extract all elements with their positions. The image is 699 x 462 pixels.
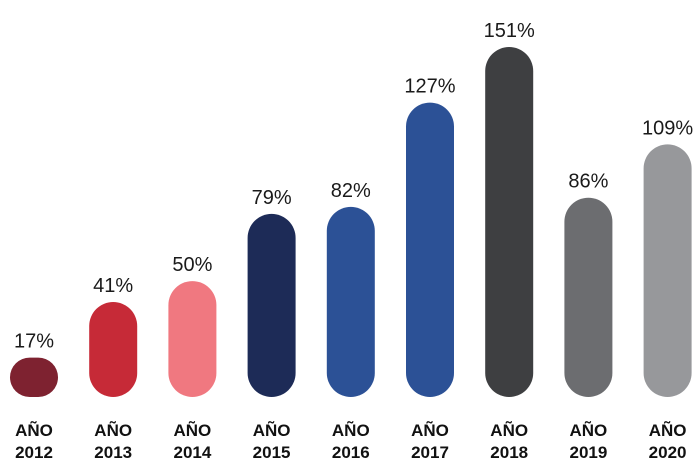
value-label-2018: 151% xyxy=(484,20,535,42)
bar-2015 xyxy=(247,213,296,397)
bar-2016 xyxy=(326,206,375,397)
bar-2012 xyxy=(10,357,58,397)
category-label-prefix-2018: AÑO xyxy=(490,420,528,440)
category-label-year-2014: 2014 xyxy=(173,443,211,462)
value-label-2012: 17% xyxy=(14,331,54,353)
bar-2020 xyxy=(643,144,692,397)
bar-2019 xyxy=(564,197,613,397)
category-label-prefix-2014: AÑO xyxy=(174,420,212,440)
category-label-year-2019: 2019 xyxy=(569,443,607,462)
value-label-2015: 79% xyxy=(252,187,292,209)
category-label-year-2012: 2012 xyxy=(15,443,53,462)
value-label-2016: 82% xyxy=(331,180,371,202)
bar-2017 xyxy=(406,102,454,397)
value-label-2017: 127% xyxy=(404,76,455,98)
value-label-2020: 109% xyxy=(642,117,693,139)
category-label-prefix-2012: AÑO xyxy=(15,420,53,440)
value-label-2013: 41% xyxy=(93,275,133,297)
category-label-prefix-2020: AÑO xyxy=(649,420,687,440)
category-label-year-2017: 2017 xyxy=(411,443,449,462)
category-label-prefix-2016: AÑO xyxy=(332,420,370,440)
category-label-year-2018: 2018 xyxy=(490,443,528,462)
value-label-2014: 50% xyxy=(172,254,212,276)
category-label-year-2016: 2016 xyxy=(332,443,370,462)
category-label-prefix-2015: AÑO xyxy=(253,420,291,440)
bar-2014 xyxy=(168,281,217,397)
category-label-year-2020: 2020 xyxy=(649,443,687,462)
category-label-prefix-2013: AÑO xyxy=(94,420,132,440)
bar-2018 xyxy=(485,47,534,397)
value-label-2019: 86% xyxy=(568,171,608,193)
bar-2013 xyxy=(89,302,138,397)
category-label-year-2013: 2013 xyxy=(94,443,132,462)
category-label-prefix-2019: AÑO xyxy=(570,420,608,440)
category-label-prefix-2017: AÑO xyxy=(411,420,449,440)
category-label-year-2015: 2015 xyxy=(253,443,291,462)
